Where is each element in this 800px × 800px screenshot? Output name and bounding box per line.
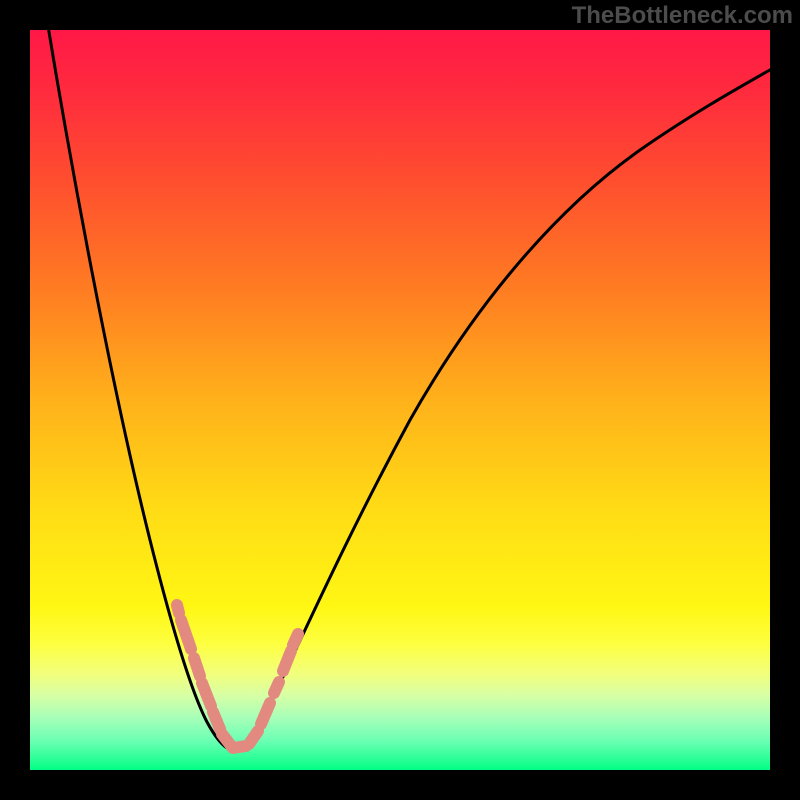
outer-border	[0, 0, 800, 800]
chart-root: TheBottleneck.com	[0, 0, 800, 800]
